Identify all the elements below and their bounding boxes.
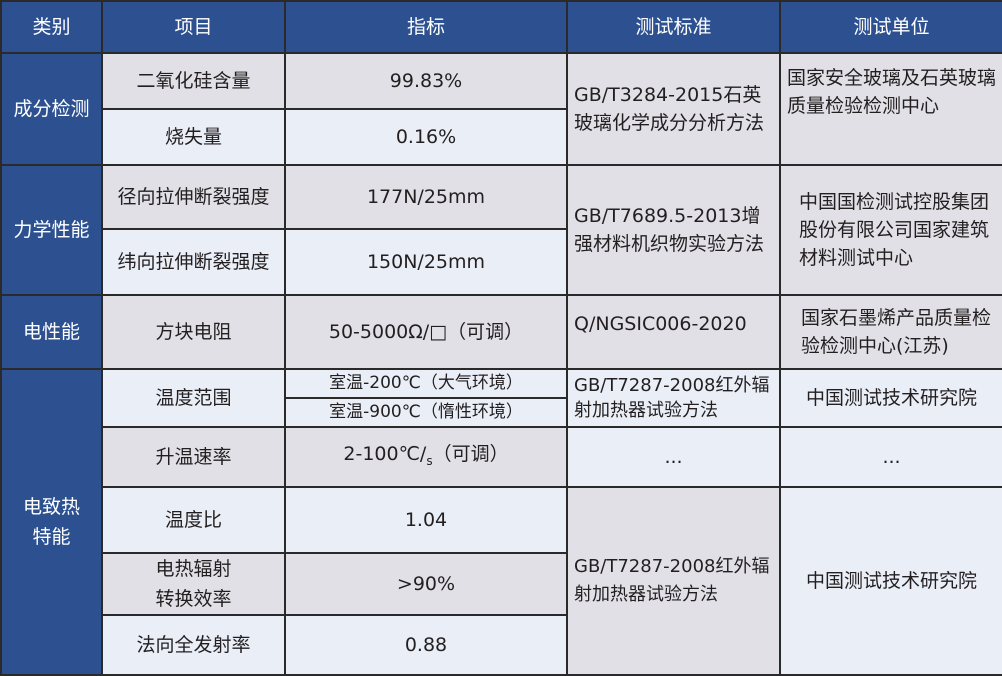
item-cell: 烧失量	[101, 108, 286, 166]
value-cell: >90%	[284, 552, 568, 616]
item-label: 电热辐射转换效率	[155, 558, 232, 610]
standard-cell: ...	[566, 426, 781, 488]
value-cell: 室温-200℃（大气环境） 室温-900℃（惰性环境）	[284, 368, 568, 428]
value-inert: 室温-900℃（惰性环境）	[286, 397, 566, 426]
value-cell: 177N/25mm	[284, 164, 568, 230]
item-cell: 温度范围	[101, 368, 286, 428]
standard-cell: GB/T3284-2015石英玻璃化学成分分析方法	[566, 52, 781, 166]
value-cell: 1.04	[284, 486, 568, 554]
unit-cell: 中国测试技术研究院	[779, 368, 1002, 428]
table-row: 电热辐射转换效率 >90%	[1, 552, 1002, 616]
value-text: 2-100℃/	[343, 442, 427, 465]
unit-cell: ...	[779, 426, 1002, 488]
item-cell: 纬向拉伸断裂强度	[101, 228, 286, 296]
value-atmosphere: 室温-200℃（大气环境）	[329, 373, 523, 393]
value-cell: 0.88	[284, 614, 568, 676]
value-cell: 99.83%	[284, 52, 568, 110]
unit-cell: 中国国检测试控股集团股份有限公司国家建筑材料测试中心	[779, 164, 1002, 296]
unit-cell: 国家石墨烯产品质量检验检测中心(江苏)	[779, 294, 1002, 370]
unit-cell: 国家安全玻璃及石英玻璃质量检验检测中心	[779, 52, 1002, 166]
header-row: 类别 项目 指标 测试标准 测试单位	[0, 0, 1002, 54]
item-cell: 径向拉伸断裂强度	[101, 164, 286, 230]
value-cell: 150N/25mm	[284, 228, 568, 296]
value-subscript: s	[426, 453, 433, 468]
item-cell: 方块电阻	[101, 294, 286, 370]
standard-cell: GB/T7287-2008红外辐射加热器试验方法	[566, 486, 781, 676]
item-cell: 升温速率	[101, 426, 286, 488]
item-cell: 二氧化硅含量	[101, 52, 286, 110]
table-row: 力学性能 径向拉伸断裂强度 177N/25mm GB/T7689.5-2013增…	[0, 164, 1002, 296]
table-row: 电性能 方块电阻 50-5000Ω/□（可调） Q/NGSIC006-2020 …	[0, 294, 1002, 370]
table-row: 纬向拉伸断裂强度 150N/25mm	[1, 228, 1002, 296]
table-row: 烧失量 0.16%	[1, 108, 1002, 166]
header-item: 项目	[101, 0, 286, 54]
table-row: 电致热特能 温度范围 室温-200℃（大气环境） 室温-900℃（惰性环境） G…	[0, 368, 1002, 676]
header-category: 类别	[0, 0, 103, 54]
header-unit: 测试单位	[779, 0, 1002, 54]
category-cell: 电性能	[0, 294, 103, 370]
category-cell: 成分检测	[0, 52, 103, 166]
table-row: 温度比 1.04 GB/T7287-2008红外辐射加热器试验方法 中国测试技术…	[1, 486, 1002, 676]
standard-cell: GB/T7287-2008红外辐射加热器试验方法	[566, 368, 781, 428]
value-cell: 2-100℃/s（可调）	[284, 426, 568, 488]
header-standard: 测试标准	[566, 0, 781, 54]
unit-cell: 中国测试技术研究院	[779, 486, 1002, 676]
value-cell: 0.16%	[284, 108, 568, 166]
table-row: 升温速率 2-100℃/s（可调） ... ...	[1, 426, 1002, 488]
item-cell: 法向全发射率	[101, 614, 286, 676]
item-cell: 温度比	[101, 486, 286, 554]
standard-cell: GB/T7689.5-2013增强材料机织物实验方法	[566, 164, 781, 296]
table-row: 法向全发射率 0.88	[1, 614, 1002, 676]
header-value: 指标	[284, 0, 568, 54]
table-row: 成分检测 二氧化硅含量 99.83% GB/T3284-2015石英玻璃化学成分…	[0, 52, 1002, 166]
value-cell: 50-5000Ω/□（可调）	[284, 294, 568, 370]
category-cell: 力学性能	[0, 164, 103, 296]
item-cell: 电热辐射转换效率	[101, 552, 286, 616]
value-note: （可调）	[432, 442, 509, 465]
standard-cell: Q/NGSIC006-2020	[566, 294, 781, 370]
category-cell: 电致热特能	[0, 368, 103, 676]
category-label: 电致热特能	[22, 496, 80, 548]
